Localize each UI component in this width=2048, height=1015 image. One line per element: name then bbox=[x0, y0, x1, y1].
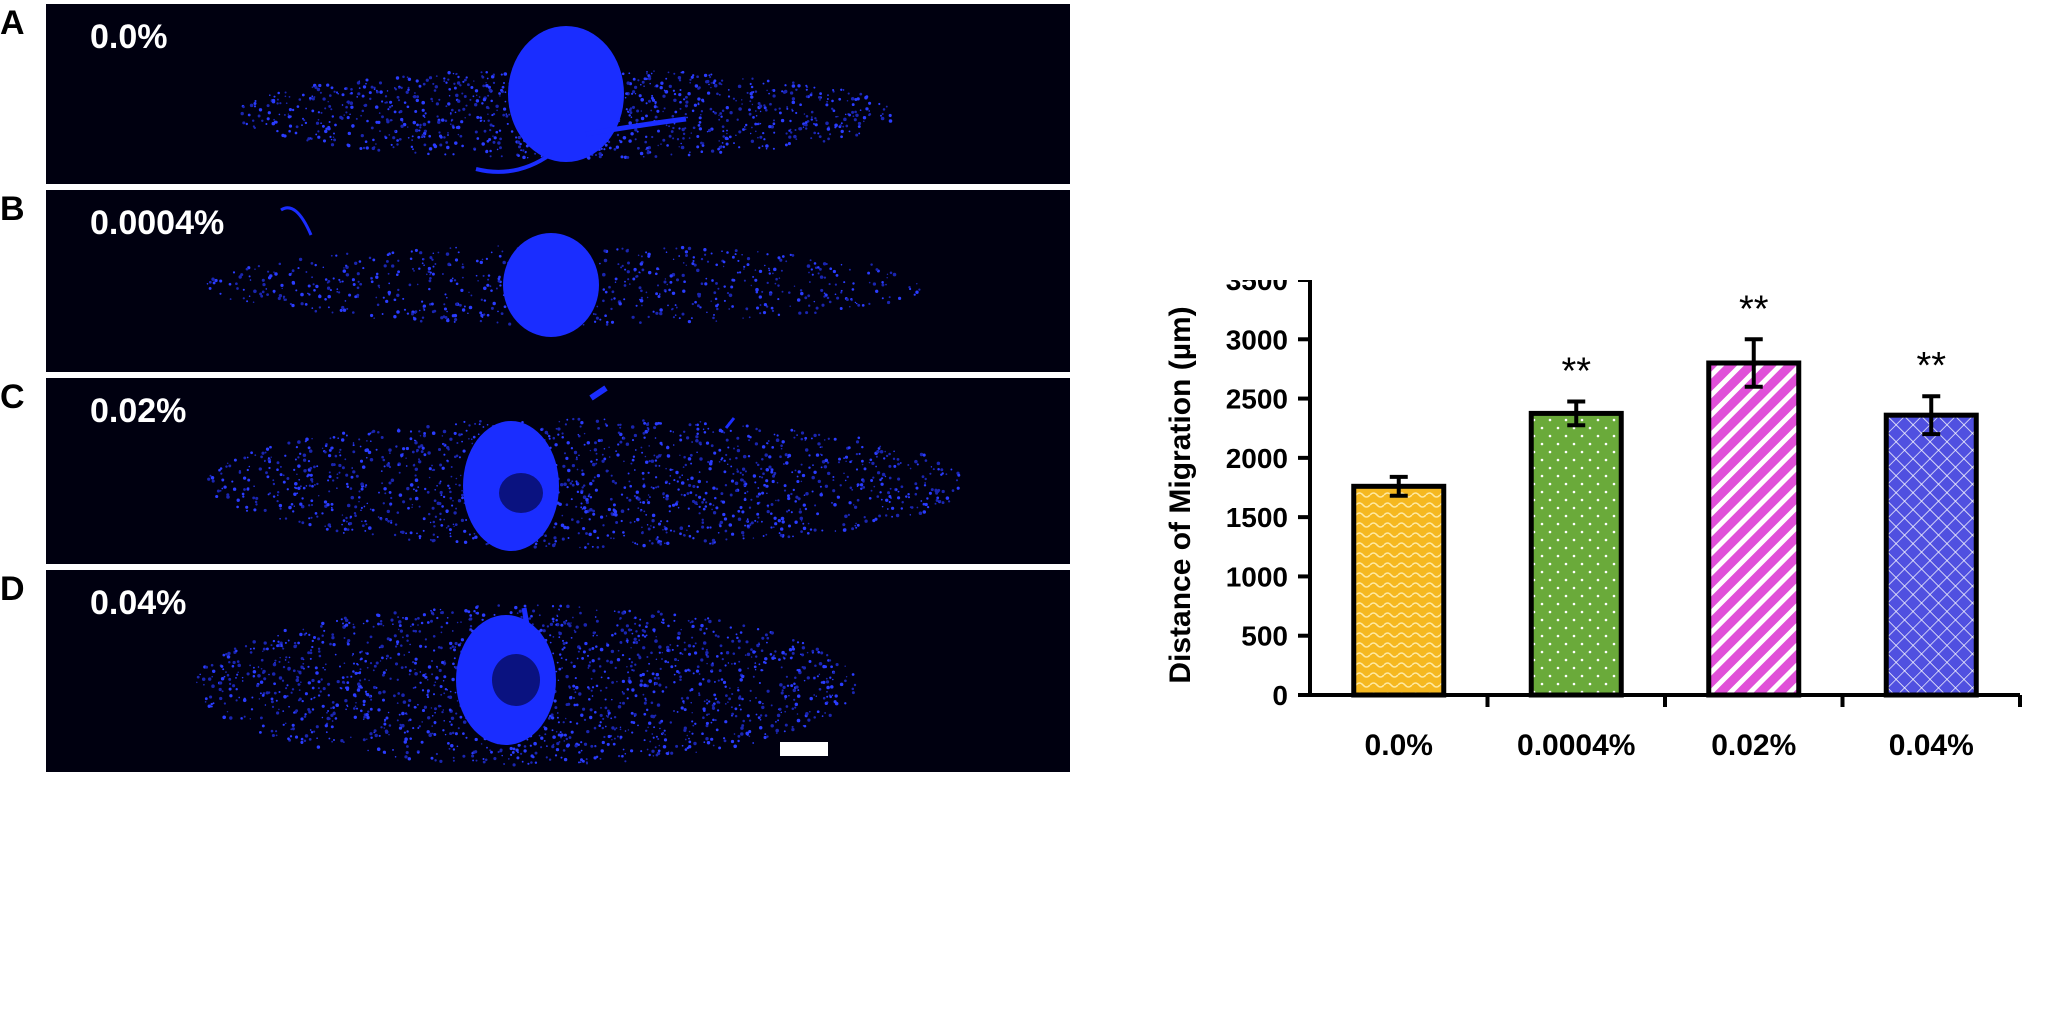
concentration-label-c: 0.02% bbox=[90, 392, 187, 430]
micrograph-d: 0.04% bbox=[46, 570, 1070, 772]
concentration-label-d: 0.04% bbox=[90, 584, 187, 622]
panel-letter-a: A bbox=[0, 4, 25, 42]
significance-label: ** bbox=[1561, 351, 1591, 393]
micrograph-a-image bbox=[240, 26, 893, 174]
significance-label: ** bbox=[1739, 288, 1769, 330]
spheroid-a bbox=[508, 26, 624, 162]
y-tick-label: 2500 bbox=[1226, 384, 1288, 415]
concentration-label-a: 0.0% bbox=[90, 18, 168, 56]
bar-3 bbox=[1706, 360, 1802, 698]
x-tick-label: 0.02% bbox=[1711, 729, 1796, 760]
micrograph-b-image bbox=[206, 206, 921, 337]
micrograph-c: 0.02% bbox=[46, 378, 1070, 564]
micrograph-c-image bbox=[207, 385, 961, 551]
micrograph-d-image bbox=[196, 604, 857, 767]
panel-letter-b: B bbox=[0, 190, 25, 228]
x-tick-label: 0.0004% bbox=[1517, 729, 1635, 760]
bar-4 bbox=[1883, 412, 1979, 698]
bar-2 bbox=[1528, 410, 1624, 698]
y-axis-label: Distance of Migration (µm) bbox=[1164, 306, 1197, 683]
scale-bar bbox=[780, 742, 828, 756]
panel-letter-c: C bbox=[0, 378, 25, 416]
significance-label: ** bbox=[1916, 345, 1946, 387]
y-tick-label: 0 bbox=[1272, 680, 1288, 711]
spheroid-b bbox=[503, 233, 599, 337]
y-tick-label: 1500 bbox=[1226, 502, 1288, 533]
y-tick-label: 1000 bbox=[1226, 561, 1288, 592]
y-tick-label: 2000 bbox=[1226, 443, 1288, 474]
bar-1 bbox=[1351, 483, 1447, 698]
bar-chart: E 05001000150020002500300035000.0%0.0004… bbox=[1164, 280, 2022, 760]
y-tick-label: 3500 bbox=[1226, 280, 1288, 296]
concentration-label-b: 0.0004% bbox=[90, 204, 225, 242]
panel-letter-d: D bbox=[0, 570, 25, 608]
micrograph-b: 0.0004% bbox=[46, 190, 1070, 372]
x-tick-label: 0.0% bbox=[1365, 729, 1433, 760]
y-tick-label: 500 bbox=[1241, 621, 1288, 652]
micrograph-a: 0.0% bbox=[46, 4, 1070, 184]
y-tick-label: 3000 bbox=[1226, 324, 1288, 355]
x-tick-label: 0.04% bbox=[1889, 729, 1974, 760]
